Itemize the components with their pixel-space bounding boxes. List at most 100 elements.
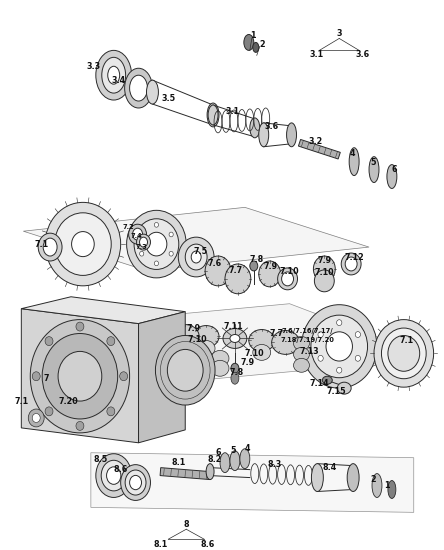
Text: 3.5: 3.5 xyxy=(161,94,175,102)
Ellipse shape xyxy=(197,340,215,356)
Text: 7.13: 7.13 xyxy=(300,347,319,356)
Text: 7: 7 xyxy=(44,373,49,383)
Ellipse shape xyxy=(250,118,260,138)
Ellipse shape xyxy=(259,261,281,287)
Ellipse shape xyxy=(278,268,297,290)
Ellipse shape xyxy=(76,322,84,331)
Ellipse shape xyxy=(108,66,120,84)
Ellipse shape xyxy=(244,35,254,51)
Ellipse shape xyxy=(207,103,219,127)
Text: 7.7: 7.7 xyxy=(229,266,243,276)
Ellipse shape xyxy=(107,467,121,485)
Ellipse shape xyxy=(231,364,239,373)
Ellipse shape xyxy=(120,372,127,381)
Ellipse shape xyxy=(32,414,40,422)
Ellipse shape xyxy=(32,372,40,381)
Text: 7.1: 7.1 xyxy=(14,397,28,405)
Text: 7.5: 7.5 xyxy=(193,246,207,256)
Text: 5: 5 xyxy=(370,158,376,167)
Ellipse shape xyxy=(272,331,300,354)
Ellipse shape xyxy=(311,464,323,492)
Ellipse shape xyxy=(337,367,342,373)
Ellipse shape xyxy=(129,224,147,244)
Ellipse shape xyxy=(211,350,229,366)
Ellipse shape xyxy=(147,80,159,104)
Ellipse shape xyxy=(231,372,239,384)
Text: 7.9: 7.9 xyxy=(264,262,278,272)
Ellipse shape xyxy=(169,232,173,237)
Ellipse shape xyxy=(349,148,359,175)
Text: 3.2: 3.2 xyxy=(308,138,322,146)
Text: 7.3: 7.3 xyxy=(136,244,147,250)
Ellipse shape xyxy=(76,421,84,431)
Ellipse shape xyxy=(301,305,377,388)
Text: 3.6: 3.6 xyxy=(355,50,369,59)
Text: 7.8: 7.8 xyxy=(250,256,264,265)
Ellipse shape xyxy=(369,157,379,183)
Polygon shape xyxy=(139,312,185,443)
Ellipse shape xyxy=(318,355,323,361)
Text: 1: 1 xyxy=(384,481,390,490)
Ellipse shape xyxy=(347,464,359,492)
Text: 7.9: 7.9 xyxy=(317,256,331,266)
Text: 7.2: 7.2 xyxy=(123,224,135,230)
Text: 7.18/7.19/7.20: 7.18/7.19/7.20 xyxy=(281,338,334,343)
Text: 3.4: 3.4 xyxy=(111,76,126,85)
Text: 3.1: 3.1 xyxy=(309,50,323,59)
Ellipse shape xyxy=(259,123,269,147)
Ellipse shape xyxy=(101,460,126,491)
Text: 7.6: 7.6 xyxy=(208,260,222,268)
Ellipse shape xyxy=(326,332,353,361)
Text: 7.10: 7.10 xyxy=(314,268,334,277)
Ellipse shape xyxy=(206,464,214,480)
Text: 3.3: 3.3 xyxy=(87,62,101,71)
Text: 2: 2 xyxy=(370,475,376,484)
Text: 6: 6 xyxy=(391,165,396,174)
Text: 7.9: 7.9 xyxy=(241,358,255,367)
Ellipse shape xyxy=(293,348,309,361)
Ellipse shape xyxy=(208,105,218,125)
Ellipse shape xyxy=(130,475,142,490)
Ellipse shape xyxy=(169,251,173,256)
Text: 7.8: 7.8 xyxy=(230,368,244,377)
Text: 7.9: 7.9 xyxy=(186,324,200,333)
Text: 7.14: 7.14 xyxy=(309,379,329,388)
Text: 7.11: 7.11 xyxy=(223,322,243,331)
Ellipse shape xyxy=(155,223,159,227)
Text: 8.2: 8.2 xyxy=(208,455,222,464)
Polygon shape xyxy=(23,207,369,271)
Polygon shape xyxy=(21,297,185,323)
Ellipse shape xyxy=(322,376,332,384)
Ellipse shape xyxy=(139,237,147,247)
Ellipse shape xyxy=(191,251,201,263)
Ellipse shape xyxy=(220,453,230,472)
Ellipse shape xyxy=(225,264,251,294)
Text: 7.10: 7.10 xyxy=(187,335,207,344)
Text: 2: 2 xyxy=(259,40,265,49)
Ellipse shape xyxy=(178,237,214,277)
Ellipse shape xyxy=(388,481,396,498)
Ellipse shape xyxy=(155,261,159,266)
Ellipse shape xyxy=(318,332,323,338)
Text: 7.20: 7.20 xyxy=(58,397,78,405)
Text: 7.6/7.16/7.17/: 7.6/7.16/7.17/ xyxy=(281,328,333,333)
Text: 8.1: 8.1 xyxy=(171,458,186,467)
Ellipse shape xyxy=(381,328,426,379)
Ellipse shape xyxy=(313,256,335,282)
Polygon shape xyxy=(160,468,210,480)
Text: 5: 5 xyxy=(230,446,236,455)
Ellipse shape xyxy=(127,210,186,278)
Text: 7.1: 7.1 xyxy=(400,336,414,345)
Text: 7.1: 7.1 xyxy=(34,240,48,249)
Text: 3.6: 3.6 xyxy=(265,122,279,131)
Ellipse shape xyxy=(281,272,293,286)
Ellipse shape xyxy=(388,336,420,371)
Text: 3: 3 xyxy=(337,29,342,38)
Text: 7.4: 7.4 xyxy=(131,233,143,239)
Text: 8.6: 8.6 xyxy=(114,465,128,474)
Ellipse shape xyxy=(205,256,231,286)
Ellipse shape xyxy=(45,202,121,286)
Ellipse shape xyxy=(155,336,215,405)
Ellipse shape xyxy=(355,332,361,338)
Ellipse shape xyxy=(55,213,111,276)
